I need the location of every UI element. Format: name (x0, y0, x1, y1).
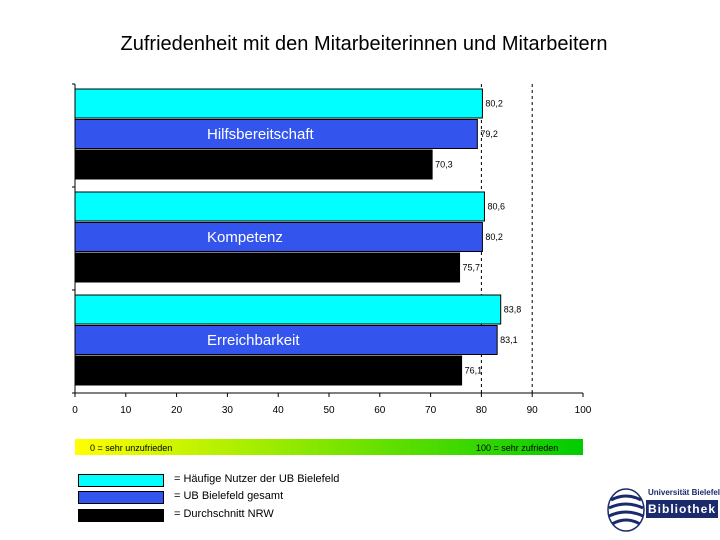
university-logo: Universität Bielefeld Bibliothek (606, 486, 720, 538)
x-tick-label: 20 (171, 405, 183, 416)
x-tick-label: 70 (425, 405, 437, 416)
bar-value-label: 80,2 (485, 99, 503, 109)
bar (74, 222, 483, 252)
x-tick-label: 10 (120, 405, 132, 416)
bar (74, 252, 461, 283)
legend-swatch-nrw-average (78, 509, 164, 522)
bar (74, 325, 498, 355)
x-tick-label: 40 (273, 405, 285, 416)
bar (74, 119, 478, 149)
logo-library-name: Bibliothek (646, 500, 718, 518)
legend-label-frequent-users: = Häufige Nutzer der UB Bielefeld (174, 473, 340, 485)
x-tick-label: 80 (476, 405, 488, 416)
category-label: Kompetenz (207, 229, 283, 246)
satisfaction-scale-bar (75, 439, 583, 455)
x-tick-label: 90 (527, 405, 539, 416)
scale-right-label: 100 = sehr zufrieden (476, 443, 558, 453)
chart-title: Zufriedenheit mit den Mitarbeiterinnen u… (121, 33, 608, 55)
bar-value-label: 83,8 (504, 305, 522, 315)
bar-value-label: 80,2 (485, 232, 503, 242)
bar-value-label: 75,7 (463, 263, 481, 273)
bar (74, 88, 483, 119)
x-tick-label: 0 (72, 405, 78, 416)
legend-swatch-ub-total (78, 491, 164, 504)
bar (74, 149, 433, 180)
x-tick-label: 60 (374, 405, 386, 416)
bar-value-label: 80,6 (487, 202, 505, 212)
bar-value-label: 83,1 (500, 335, 518, 345)
bar (74, 191, 485, 222)
bar-value-label: 70,3 (435, 160, 453, 170)
bar (74, 294, 502, 325)
x-tick-label: 30 (222, 405, 234, 416)
logo-university-name: Universität Bielefeld (648, 488, 720, 497)
bar-value-label: 79,2 (480, 129, 498, 139)
bar-value-label: 76,1 (465, 366, 483, 376)
legend-label-nrw-average: = Durchschnitt NRW (174, 508, 274, 520)
category-label: Erreichbarkeit (207, 332, 300, 349)
x-tick-label: 50 (323, 405, 335, 416)
globe-icon (607, 488, 645, 532)
category-label: Hilfsbereitschaft (207, 126, 315, 143)
bar (74, 355, 463, 386)
legend-swatch-frequent-users (78, 474, 164, 487)
x-tick-label: 100 (575, 405, 592, 416)
legend-label-ub-total: = UB Bielefeld gesamt (174, 490, 284, 502)
scale-left-label: 0 = sehr unzufrieden (90, 443, 172, 453)
